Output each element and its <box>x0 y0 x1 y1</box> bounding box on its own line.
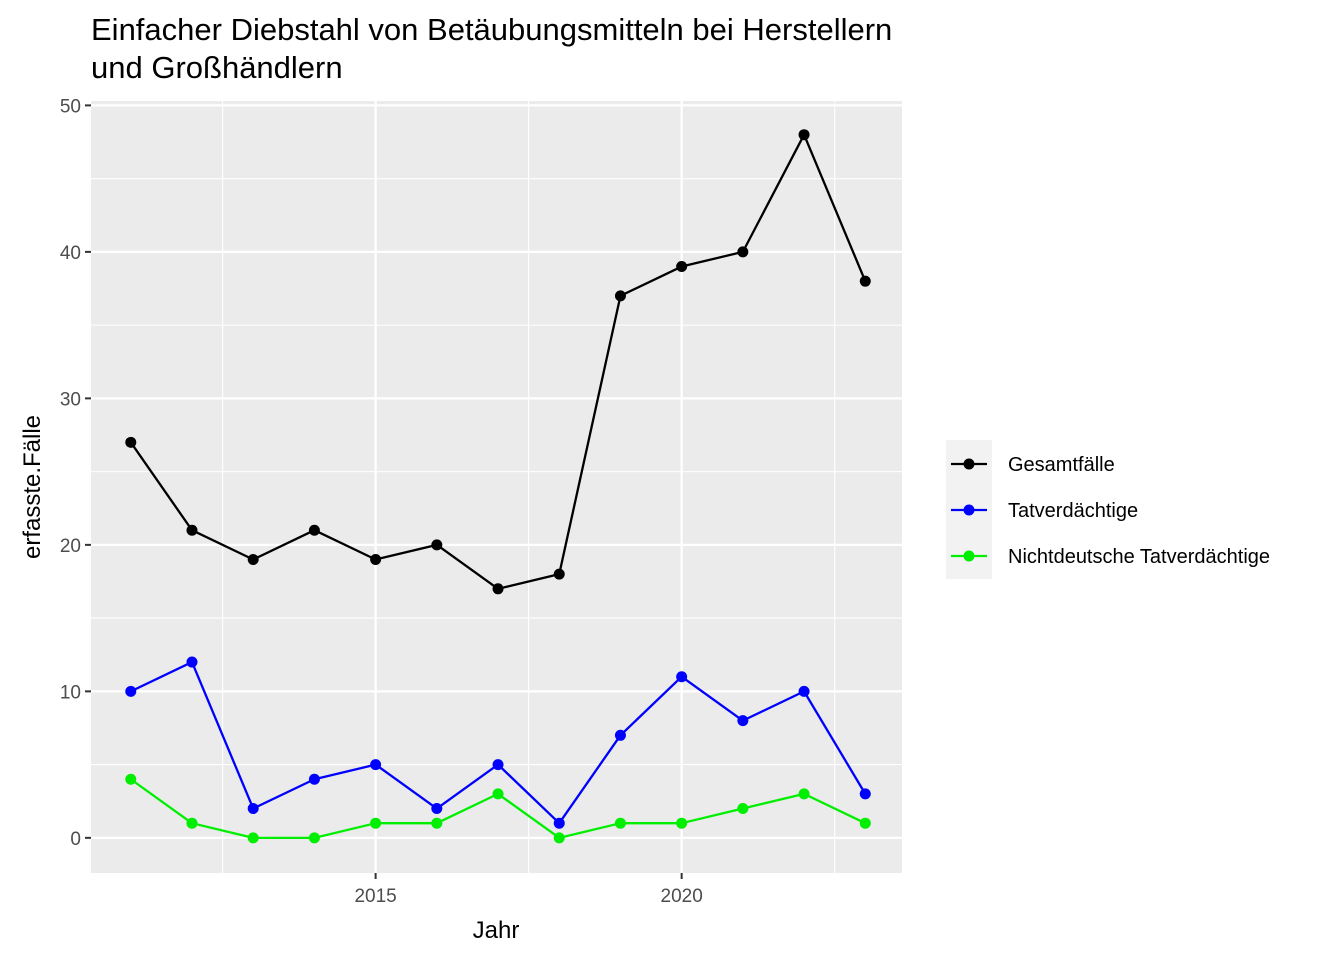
data-series <box>125 129 871 844</box>
y-tick-label: 0 <box>70 829 81 850</box>
y-tick-label: 40 <box>60 243 81 264</box>
data-point <box>125 685 137 697</box>
data-point <box>553 817 565 829</box>
legend-label-nichtdeutsche-tatverdaechtige: Nichtdeutsche Tatverdächtige <box>1008 546 1270 568</box>
y-tick-label: 50 <box>60 96 81 117</box>
data-point <box>431 803 443 815</box>
data-point <box>737 803 749 815</box>
data-point <box>431 817 443 829</box>
data-point <box>676 817 688 829</box>
data-point <box>676 671 688 683</box>
data-point <box>370 554 382 566</box>
data-point <box>614 729 626 741</box>
data-point <box>308 832 320 844</box>
series-nichtdeutsche-tatverdaechtige <box>125 773 871 844</box>
data-point <box>737 715 749 727</box>
y-tick-label: 20 <box>60 536 81 557</box>
data-point <box>125 773 137 785</box>
data-point <box>553 568 565 580</box>
data-point <box>859 788 871 800</box>
plot-panel <box>91 101 902 873</box>
axes: 0 10 20 30 40 50 2015 2020 <box>60 96 703 907</box>
data-point <box>492 583 504 595</box>
data-point <box>859 275 871 287</box>
data-point <box>614 290 626 302</box>
data-point <box>247 554 259 566</box>
legend-key-point <box>963 550 975 562</box>
legend-key-point <box>963 504 975 516</box>
data-point <box>676 261 688 273</box>
legend-label-tatverdaechtige: Tatverdächtige <box>1008 500 1138 522</box>
data-point <box>798 788 810 800</box>
data-point <box>370 817 382 829</box>
data-point <box>492 788 504 800</box>
data-point <box>186 656 198 668</box>
legend-keys <box>951 458 987 562</box>
chart-title-line-1: Einfacher Diebstahl von Betäubungsmittel… <box>91 12 892 47</box>
y-tick-label: 10 <box>60 682 81 703</box>
data-point <box>553 832 565 844</box>
data-point <box>125 436 137 448</box>
series-gesamtfaelle <box>125 129 871 595</box>
data-point <box>186 817 198 829</box>
x-tick-label: 2020 <box>661 886 703 907</box>
chart-title-line-2: und Großhändlern <box>91 50 343 85</box>
data-point <box>614 817 626 829</box>
data-point <box>798 129 810 141</box>
legend-key-point <box>963 458 975 470</box>
y-axis-title: erfasste.Fälle <box>19 415 46 559</box>
x-axis-title: Jahr <box>473 917 520 944</box>
grid-lines <box>91 101 902 873</box>
data-point <box>247 832 259 844</box>
data-point <box>370 759 382 771</box>
data-point <box>247 803 259 815</box>
y-tick-label: 30 <box>60 389 81 410</box>
data-point <box>308 524 320 536</box>
legend-label-gesamtfaelle: Gesamtfälle <box>1008 454 1115 476</box>
data-point <box>308 773 320 785</box>
data-point <box>859 817 871 829</box>
x-tick-label: 2015 <box>354 886 396 907</box>
data-point <box>492 759 504 771</box>
legend: Gesamtfälle Tatverdächtige Nichtdeutsche… <box>946 440 1270 579</box>
series-tatverdaechtige <box>125 656 871 829</box>
data-point <box>186 524 198 536</box>
data-point <box>431 539 443 551</box>
data-point <box>737 246 749 258</box>
data-point <box>798 685 810 697</box>
